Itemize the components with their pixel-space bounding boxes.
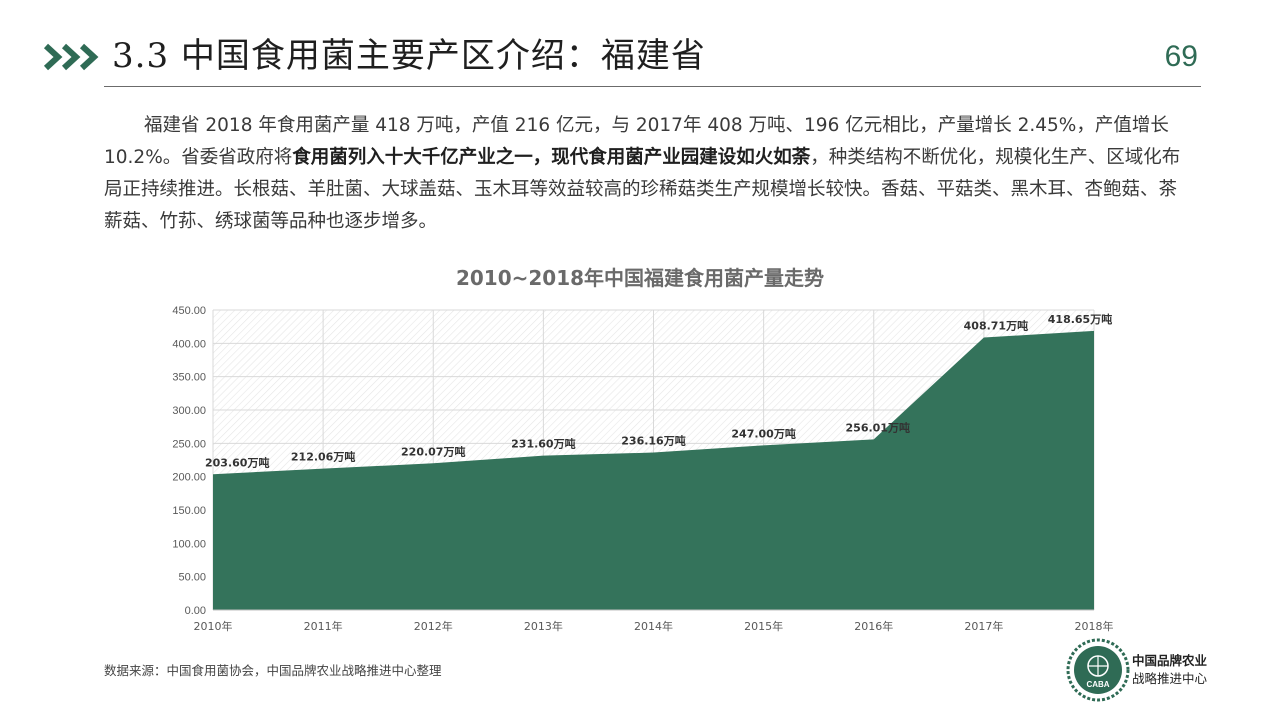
intro-text-2: ，种类结构不断优化，规模化生产、区域化布局正持续推进。长根菇、羊肚菌、大球盖菇、… [104,147,1181,232]
data-label: 408.71万吨 [964,319,1028,333]
page-number: 69 [1164,40,1198,73]
y-tick-label: 250.00 [172,438,206,450]
logo-text: CABA [1086,680,1109,689]
section-number: 3.3 [112,36,170,76]
org-name-line2: 战略推进中心 [1132,671,1208,686]
intro-paragraph: 福建省 2018 年食用菌产量 418 万吨，产值 216 亿元，与 2017年… [104,110,1184,238]
x-tick-label: 2011年 [304,619,343,633]
x-tick-label: 2017年 [964,619,1003,633]
slide-title: 3.3 中国食用菌主要产区介绍：福建省 [112,28,706,77]
intro-text-1: 福建省 2018 年食用菌产量 418 万吨，产值 216 亿元，与 2017年… [104,115,1169,168]
x-axis: 2010年 2011年 2012年 2013年 2014年 2015年 2016年 2017年… [194,619,1114,633]
y-tick-label: 150.00 [172,505,206,517]
data-label: 418.65万吨 [1048,312,1112,326]
y-tick-label: 450.00 [172,305,206,317]
data-label: 203.60万吨 [205,455,269,469]
x-tick-label: 2010年 [194,619,233,633]
chart-title: 2010~2018年中国福建食用菌产量走势 [455,266,825,290]
y-tick-label: 200.00 [172,472,206,484]
x-tick-label: 2016年 [854,619,893,633]
data-labels: 203.60万吨 212.06万吨 220.07万吨 231.60万吨 236.16万吨… [205,312,1112,469]
x-tick-label: 2013年 [524,619,563,633]
y-tick-label: 300.00 [172,405,206,417]
caba-logo: CABA [1066,638,1130,702]
intro-highlight: 食用菌列入十大千亿产业之一，现代食用菌产业园建设如火如荼 [292,147,811,168]
y-tick-label: 100.00 [172,538,206,550]
y-tick-label: 50.00 [178,572,206,584]
y-tick-label: 350.00 [172,372,206,384]
data-label: 247.00万吨 [731,426,795,440]
data-label: 231.60万吨 [511,437,575,451]
y-axis: 0.00 50.00 100.00 150.00 200.00 250.00 300.00 3… [172,305,206,617]
title-text: 中国食用菌主要产区介绍：福建省 [180,36,706,76]
data-label: 212.06万吨 [291,450,355,464]
y-tick-label: 400.00 [172,338,206,350]
org-name: 中国品牌农业 战略推进中心 [1132,652,1207,688]
org-name-line1: 中国品牌农业 [1132,653,1208,668]
source-note: 数据来源：中国食用菌协会，中国品牌农业战略推进中心整理 [104,663,442,678]
data-label: 256.01万吨 [846,420,910,434]
data-label: 236.16万吨 [621,434,685,448]
x-tick-label: 2015年 [744,619,783,633]
y-tick-label: 0.00 [185,605,206,617]
x-tick-label: 2012年 [414,619,453,633]
x-tick-label: 2018年 [1075,619,1114,633]
data-label: 220.07万吨 [401,444,465,458]
title-divider [104,86,1201,87]
area-series [213,330,1094,610]
chevrons-icon [44,43,99,71]
x-tick-label: 2014年 [634,619,673,633]
